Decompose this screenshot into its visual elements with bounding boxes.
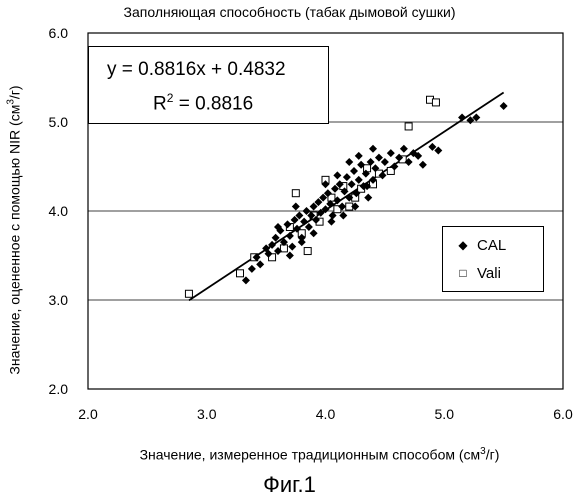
y-tick-label: 4.0: [49, 203, 69, 219]
x-tick-label: 2.0: [78, 406, 98, 422]
r-squared-value: = 0.8816: [173, 93, 253, 114]
legend: ◆ CAL □ Vali: [442, 226, 544, 292]
vali-point: [432, 99, 439, 106]
cal-point: [286, 252, 294, 260]
y-axis-label-text: Значение, оцененное с помощью NIR (см: [6, 105, 22, 375]
cal-point: [364, 194, 372, 202]
cal-point: [355, 152, 363, 160]
cal-point: [256, 260, 264, 268]
vali-point: [292, 190, 299, 197]
x-tick-labels: 2.0 3.0 4.0 5.0 6.0: [78, 406, 573, 422]
y-axis-label-exponent: 3: [6, 99, 17, 105]
cal-point: [327, 218, 335, 226]
vali-point: [405, 123, 412, 130]
cal-point: [343, 173, 351, 181]
x-axis-label-text: Значение, измеренное традиционным способ…: [140, 447, 481, 463]
cal-point: [288, 243, 296, 251]
regression-equation: y = 0.8816x + 0.4832: [107, 59, 286, 81]
cal-point: [419, 161, 427, 169]
cal-point: [300, 218, 308, 226]
cal-point: [345, 158, 353, 166]
cal-point: [355, 176, 363, 184]
vali-point: [185, 290, 192, 297]
cal-point: [500, 102, 508, 110]
cal-point: [375, 154, 383, 162]
y-tick-label: 2.0: [49, 381, 69, 397]
cal-point: [369, 145, 377, 153]
legend-item-vali: □ Vali: [455, 263, 501, 283]
cal-point: [381, 158, 389, 166]
r-squared: R2 = 0.8816: [153, 91, 253, 115]
cal-point: [298, 238, 306, 246]
y-axis-label-unit: /г): [6, 85, 22, 99]
vali-point: [364, 165, 371, 172]
legend-item-cal: ◆ CAL: [455, 235, 506, 255]
x-tick-label: 6.0: [553, 406, 573, 422]
y-axis-label: Значение, оцененное с помощью NIR (см3/г…: [6, 85, 23, 374]
cal-point: [305, 223, 313, 231]
filled-diamond-icon: ◆: [455, 238, 471, 252]
cal-point: [400, 145, 408, 153]
vali-point: [304, 248, 311, 255]
cal-point: [242, 276, 250, 284]
x-tick-label: 5.0: [435, 406, 455, 422]
y-tick-label: 6.0: [49, 25, 69, 41]
x-axis-label-unit: /г): [486, 447, 500, 463]
cal-point: [387, 149, 395, 157]
legend-label-vali: Vali: [477, 265, 501, 282]
cal-point: [310, 229, 318, 237]
vali-point: [237, 270, 244, 277]
hollow-square-icon: □: [455, 266, 471, 280]
cal-point: [248, 265, 256, 273]
x-tick-label: 4.0: [316, 406, 336, 422]
legend-label-cal: CAL: [477, 237, 506, 254]
r-squared-symbol: R: [153, 93, 167, 114]
cal-point: [333, 171, 341, 179]
y-tick-label: 5.0: [49, 114, 69, 130]
x-tick-label: 3.0: [197, 406, 217, 422]
cal-point: [348, 180, 356, 188]
figure-caption: Фиг.1: [0, 472, 579, 498]
cal-point: [458, 114, 466, 122]
cal-point: [350, 167, 358, 175]
cal-point: [292, 203, 300, 211]
x-axis-label: Значение, измеренное традиционным способ…: [60, 446, 579, 463]
series-vali: [185, 96, 439, 297]
equation-box: y = 0.8816x + 0.4832 R2 = 0.8816: [88, 46, 329, 124]
y-tick-label: 3.0: [49, 292, 69, 308]
cal-point: [286, 232, 294, 240]
y-tick-labels: 2.0 3.0 4.0 5.0 6.0: [49, 25, 69, 397]
